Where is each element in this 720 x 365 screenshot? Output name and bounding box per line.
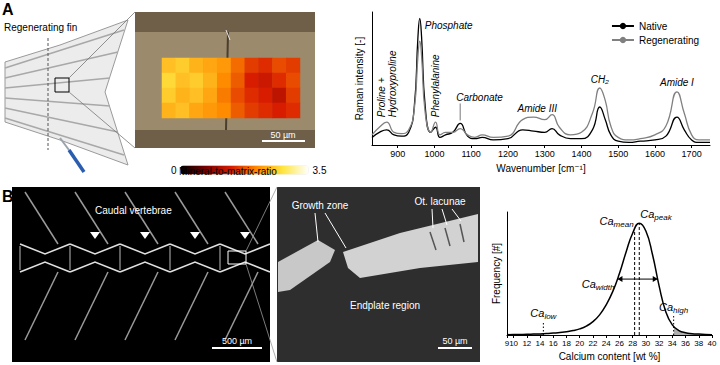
svg-text:mean: mean (614, 220, 635, 229)
svg-text:Phosphate: Phosphate (425, 20, 473, 31)
svg-text:38: 38 (694, 339, 703, 348)
svg-text:1100: 1100 (462, 149, 481, 159)
svg-text:34: 34 (668, 339, 677, 348)
svg-text:Ca: Ca (640, 208, 654, 220)
svg-text:1000: 1000 (424, 149, 444, 159)
svg-text:peak: peak (653, 213, 672, 222)
svg-text:28: 28 (628, 339, 637, 348)
svg-text:20: 20 (575, 339, 584, 348)
svg-text:high: high (673, 306, 689, 315)
svg-text:Regenerating: Regenerating (639, 35, 699, 46)
svg-text:Mineral-to-matrix-ratio: Mineral-to-matrix-ratio (179, 166, 277, 177)
svg-text:30: 30 (641, 339, 650, 348)
svg-text:50 µm: 50 µm (442, 336, 467, 346)
svg-text:Amide III: Amide III (517, 103, 558, 114)
svg-text:36: 36 (681, 339, 690, 348)
svg-text:26: 26 (615, 339, 624, 348)
svg-text:Regenerating fin: Regenerating fin (4, 22, 77, 33)
svg-text:1500: 1500 (608, 149, 628, 159)
svg-text:50 µm: 50 µm (270, 130, 295, 140)
svg-text:Wavenumber [cm⁻¹]: Wavenumber [cm⁻¹] (496, 163, 586, 174)
svg-text:1600: 1600 (645, 149, 665, 159)
svg-text:1700: 1700 (682, 149, 702, 159)
svg-text:B: B (2, 188, 14, 205)
svg-text:low: low (544, 312, 557, 321)
svg-text:10: 10 (509, 339, 518, 348)
svg-text:1400: 1400 (571, 149, 591, 159)
svg-text:0: 0 (171, 165, 177, 176)
svg-text:Ca: Ca (659, 301, 673, 313)
svg-text:Phenylalanine: Phenylalanine (430, 54, 441, 117)
svg-text:Frequency [#]: Frequency [#] (491, 243, 502, 304)
svg-text:Ot. lacunae: Ot. lacunae (414, 196, 466, 207)
svg-text:900: 900 (390, 149, 405, 159)
svg-text:22: 22 (589, 339, 598, 348)
svg-text:Ca: Ca (530, 307, 544, 319)
svg-text:CH₂: CH₂ (591, 74, 609, 85)
svg-text:16: 16 (549, 339, 558, 348)
svg-text:Growth zone: Growth zone (292, 200, 349, 211)
svg-text:1300: 1300 (535, 149, 555, 159)
svg-text:Carbonate: Carbonate (456, 92, 503, 103)
svg-text:18: 18 (562, 339, 571, 348)
svg-text:Calcium content [wt %]: Calcium content [wt %] (559, 351, 661, 362)
svg-text:Proline +: Proline + (376, 75, 387, 118)
svg-text:A: A (2, 1, 14, 18)
svg-text:9: 9 (504, 338, 510, 348)
svg-text:40: 40 (708, 339, 717, 348)
svg-text:1200: 1200 (498, 149, 518, 159)
svg-text:Raman intensity [-]: Raman intensity [-] (354, 37, 365, 121)
svg-text:width: width (596, 283, 615, 292)
svg-text:3.5: 3.5 (313, 165, 327, 176)
svg-text:500 µm: 500 µm (222, 336, 252, 346)
svg-text:Ca: Ca (582, 278, 596, 290)
svg-text:12: 12 (522, 339, 531, 348)
svg-text:32: 32 (655, 339, 664, 348)
svg-text:Endplate region: Endplate region (350, 300, 420, 311)
svg-text:24: 24 (602, 339, 611, 348)
svg-text:14: 14 (536, 339, 545, 348)
svg-text:Native: Native (639, 21, 668, 32)
svg-text:Ca: Ca (600, 215, 614, 227)
svg-text:Amide I: Amide I (659, 77, 694, 88)
svg-text:Hydroxyproline: Hydroxyproline (387, 50, 398, 117)
svg-text:Caudal vertebrae: Caudal vertebrae (95, 205, 172, 216)
